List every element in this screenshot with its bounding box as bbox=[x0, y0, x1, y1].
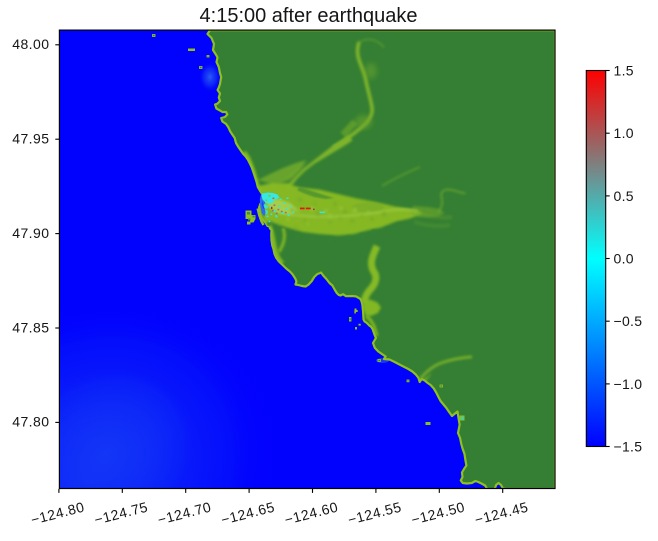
svg-text:−124.65: −124.65 bbox=[219, 499, 276, 528]
svg-text:−124.75: −124.75 bbox=[92, 499, 149, 528]
svg-text:−124.55: −124.55 bbox=[346, 499, 403, 528]
svg-text:47.80: 47.80 bbox=[12, 414, 49, 430]
svg-text:47.95: 47.95 bbox=[12, 131, 49, 147]
svg-text:−1.0: −1.0 bbox=[614, 376, 643, 392]
svg-text:−1.5: −1.5 bbox=[614, 438, 643, 454]
svg-text:1.5: 1.5 bbox=[614, 62, 634, 78]
svg-text:−124.80: −124.80 bbox=[29, 499, 86, 528]
svg-text:0.5: 0.5 bbox=[614, 188, 634, 204]
svg-text:−124.60: −124.60 bbox=[283, 499, 340, 528]
svg-text:4:15:00 after earthquake: 4:15:00 after earthquake bbox=[200, 5, 418, 27]
svg-text:48.00: 48.00 bbox=[12, 36, 49, 52]
svg-text:−0.5: −0.5 bbox=[614, 313, 643, 329]
svg-text:47.85: 47.85 bbox=[12, 319, 49, 335]
svg-text:1.0: 1.0 bbox=[614, 125, 634, 141]
svg-text:−124.45: −124.45 bbox=[473, 499, 530, 528]
svg-text:−124.50: −124.50 bbox=[409, 499, 466, 528]
svg-text:−124.70: −124.70 bbox=[156, 499, 213, 528]
svg-text:47.90: 47.90 bbox=[12, 225, 49, 241]
svg-text:0.0: 0.0 bbox=[614, 250, 634, 266]
